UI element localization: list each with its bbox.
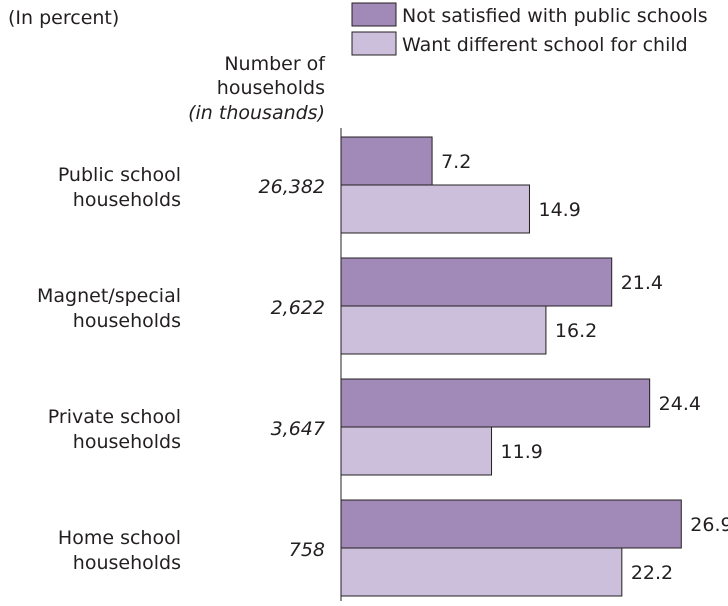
bar-magnet-special-not-satisfied <box>340 257 613 307</box>
bar-public-school-not-satisfied <box>340 136 433 186</box>
category-label-private-school-line-2: households <box>73 431 181 453</box>
data-label-private-school-want-different: 11.9 <box>501 441 543 463</box>
category-label-public-school-line-2: households <box>73 189 181 211</box>
household-count-private-school: 3,647 <box>271 418 325 440</box>
household-count-public-school: 26,382 <box>259 176 325 198</box>
data-label-private-school-not-satisfied: 24.4 <box>659 393 701 415</box>
households-column-header: Number of households (in thousands) <box>188 53 326 124</box>
unit-label: (In percent) <box>8 7 119 29</box>
legend-label-not-satisfied: Not satisfied with public schools <box>402 5 708 27</box>
category-label-home-school-line-2: households <box>73 552 181 574</box>
category-label-magnet-special-line-2: households <box>73 310 181 332</box>
bar-private-school-not-satisfied <box>340 378 651 428</box>
category-label-magnet-special-line-1: Magnet/special <box>37 285 181 307</box>
households-header-unit: (in thousands) <box>188 102 325 124</box>
data-label-magnet-special-not-satisfied: 21.4 <box>621 272 663 294</box>
legend: Not satisfied with public schools Want d… <box>351 2 708 56</box>
category-label-public-school-line-1: Public school <box>58 164 181 186</box>
data-label-public-school-not-satisfied: 7.2 <box>441 151 471 173</box>
bar-public-school-want-different <box>340 184 530 234</box>
category-label-private-school-line-1: Private school <box>48 406 181 428</box>
data-label-public-school-want-different: 14.9 <box>538 199 580 221</box>
households-header-line-1: Number of <box>224 53 326 75</box>
household-count-home-school: 758 <box>289 539 325 561</box>
category-label-home-school-line-1: Home school <box>58 527 181 549</box>
legend-swatch-want-different <box>351 31 397 56</box>
bar-home-school-want-different <box>340 547 623 597</box>
legend-label-want-different: Want different school for child <box>402 34 688 56</box>
data-label-home-school-not-satisfied: 26.9 <box>690 514 728 536</box>
bar-private-school-want-different <box>340 426 493 476</box>
chart-rows: Public school households 26,382 7.2 14.9 Magn… <box>37 136 728 597</box>
bar-magnet-special-want-different <box>340 305 547 355</box>
data-label-magnet-special-want-different: 16.2 <box>555 320 597 342</box>
data-label-home-school-want-different: 22.2 <box>631 562 673 584</box>
legend-swatch-not-satisfied <box>351 2 397 27</box>
household-count-magnet-special: 2,622 <box>271 297 325 319</box>
bar-home-school-not-satisfied <box>340 499 682 549</box>
households-header-line-2: households <box>217 77 325 99</box>
